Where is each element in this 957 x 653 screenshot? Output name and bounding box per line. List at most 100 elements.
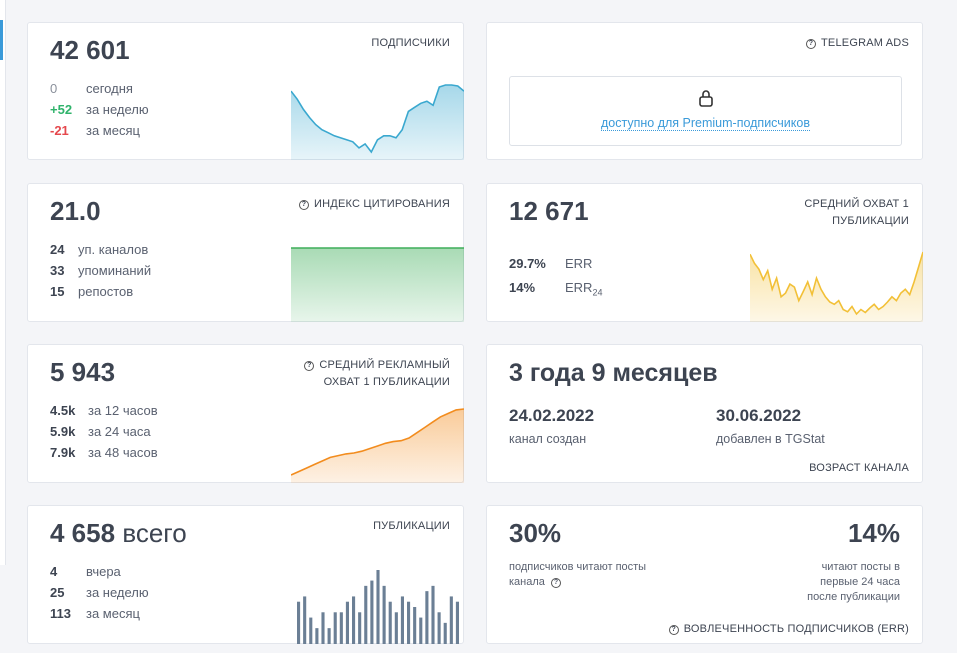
- ads-card: ? TELEGRAM ADS доступно для Premium-подпи…: [486, 22, 923, 160]
- stat-value: 29.7%: [509, 256, 546, 271]
- area: [750, 252, 923, 322]
- stat-value: +52: [50, 102, 73, 117]
- value: 42 601: [50, 35, 130, 65]
- line: [291, 84, 464, 154]
- sparkline: [291, 247, 464, 322]
- stat-label: ERR: [565, 256, 592, 271]
- stat-label: упоминаний: [78, 263, 151, 278]
- stat-value: 24: [50, 242, 65, 257]
- bar: [455, 601, 459, 644]
- stat-label-text: ERR: [565, 256, 593, 271]
- stat-label-text: уп. каналов: [78, 242, 149, 257]
- stat-label: за 48 часов: [88, 445, 158, 460]
- bar: [413, 607, 417, 644]
- bar: [345, 601, 349, 644]
- stat-label: за месяц: [86, 123, 140, 138]
- value: 21.0: [50, 196, 101, 226]
- value-number: 4 658: [50, 518, 116, 548]
- stat-value: 4.5k: [50, 403, 76, 418]
- stat-label-text: за неделю: [86, 585, 149, 600]
- bar: [425, 591, 429, 644]
- reach-card: 12 671 СРЕДНИЙ ОХВАТ 1 ПУБЛИКАЦИИ 29.7% E…: [486, 183, 923, 322]
- bar: [394, 612, 398, 644]
- posts-card: 4 658 всего ПУБЛИКАЦИИ 4 вчера 25 за неделю…: [27, 505, 464, 644]
- title: ВОЗРАСТ КАНАЛА: [809, 462, 909, 474]
- help-icon: ?: [668, 625, 679, 635]
- help-icon: ?: [550, 578, 561, 588]
- bar: [382, 585, 386, 644]
- bar: [333, 612, 337, 644]
- title: ? ВОВЛЕЧЕННОСТЬ ПОДПИСЧИКОВ (ERR): [668, 621, 909, 638]
- lock-icon: [699, 90, 713, 107]
- area: [291, 248, 464, 322]
- premium-link[interactable]: доступно для Premium-подписчиков: [600, 116, 810, 131]
- title: ПОДПИСЧИКИ: [371, 37, 450, 49]
- right-caption: читают посты в первые 24 часа после публ…: [807, 561, 900, 603]
- stat-label: сегодня: [86, 81, 133, 96]
- stat-label: ERR24: [565, 280, 602, 298]
- bar: [309, 617, 313, 644]
- stat-label-text: за 12 часов: [88, 403, 158, 418]
- stat-value: 113: [50, 606, 71, 621]
- added-label: добавлен в TGStat: [716, 432, 825, 446]
- stat-label-text: за месяц: [86, 123, 140, 138]
- stat-label: вчера: [86, 564, 121, 579]
- stat-value: 4: [50, 564, 58, 579]
- stat-label-text: за 48 часов: [88, 445, 158, 460]
- stat-label-text: упоминаний: [78, 263, 152, 278]
- stat-label: за 24 часа: [88, 424, 151, 439]
- stat-label-text: репостов: [78, 284, 134, 299]
- stat-label-text: за месяц: [86, 606, 140, 621]
- title-text: TELEGRAM ADS: [821, 37, 909, 49]
- engagement-card: 30% подписчиков читают посты канала ? 14…: [486, 505, 923, 644]
- title: СРЕДНИЙ ОХВАТ 1 ПУБЛИКАЦИИ: [804, 198, 909, 227]
- title: ? ИНДЕКС ЦИТИРОВАНИЯ: [299, 196, 450, 213]
- caption-text: подписчиков читают посты канала: [509, 561, 647, 588]
- stat-label-text: сегодня: [86, 81, 133, 96]
- bar: [376, 570, 380, 644]
- sparkline: [291, 84, 464, 160]
- help-icon: ?: [299, 200, 310, 210]
- stat-label: за неделю: [86, 585, 149, 600]
- bar: [370, 580, 374, 644]
- stat-label-text: за 24 часа: [88, 424, 151, 439]
- added-date: 30.06.2022: [716, 406, 802, 425]
- title: ПУБЛИКАЦИИ: [373, 520, 450, 532]
- bar: [315, 628, 319, 644]
- left-value: 30%: [509, 518, 562, 548]
- bar: [388, 601, 392, 644]
- sparkline: [291, 408, 464, 483]
- line: [750, 251, 923, 316]
- citation-card: 21.0 ? ИНДЕКС ЦИТИРОВАНИЯ 24 уп. каналов 33…: [27, 183, 464, 322]
- bar: [364, 585, 368, 644]
- bar: [297, 601, 301, 644]
- right-value: 14%: [847, 518, 900, 548]
- locked-box: доступно для Premium-подписчиков: [509, 76, 902, 146]
- bar: [339, 612, 343, 644]
- bar: [400, 596, 404, 644]
- title-text: ВОВЛЕЧЕННОСТЬ ПОДПИСЧИКОВ (ERR): [683, 623, 909, 635]
- sidebar-edge: [0, 0, 6, 565]
- area: [291, 85, 464, 160]
- stat-label-text: за неделю: [86, 102, 149, 117]
- title: ? TELEGRAM ADS: [806, 35, 909, 52]
- stat-label-sub: 24: [592, 287, 603, 298]
- bar: [407, 601, 411, 644]
- bar: [327, 628, 331, 644]
- bar: [449, 596, 453, 644]
- stat-value: 5.9k: [50, 424, 76, 439]
- stat-value: 7.9k: [50, 445, 76, 460]
- ad-reach-card: 5 943 ? СРЕДНИЙ РЕКЛАМНЫЙ ОХВАТ 1 ПУБЛИКА…: [27, 344, 464, 483]
- created-label: канал создан: [509, 432, 587, 446]
- stat-label: за месяц: [86, 606, 140, 621]
- stat-value: 25: [50, 585, 65, 600]
- line: [291, 408, 464, 476]
- sidebar-active: [0, 20, 3, 60]
- help-icon: ?: [304, 361, 315, 371]
- title: ? СРЕДНИЙ РЕКЛАМНЫЙ ОХВАТ 1 ПУБЛИКАЦИИ: [290, 357, 450, 391]
- bar: [437, 612, 441, 644]
- stat-value: -21: [50, 123, 69, 138]
- stat-label: за 12 часов: [88, 403, 158, 418]
- stat-label: уп. каналов: [78, 242, 148, 257]
